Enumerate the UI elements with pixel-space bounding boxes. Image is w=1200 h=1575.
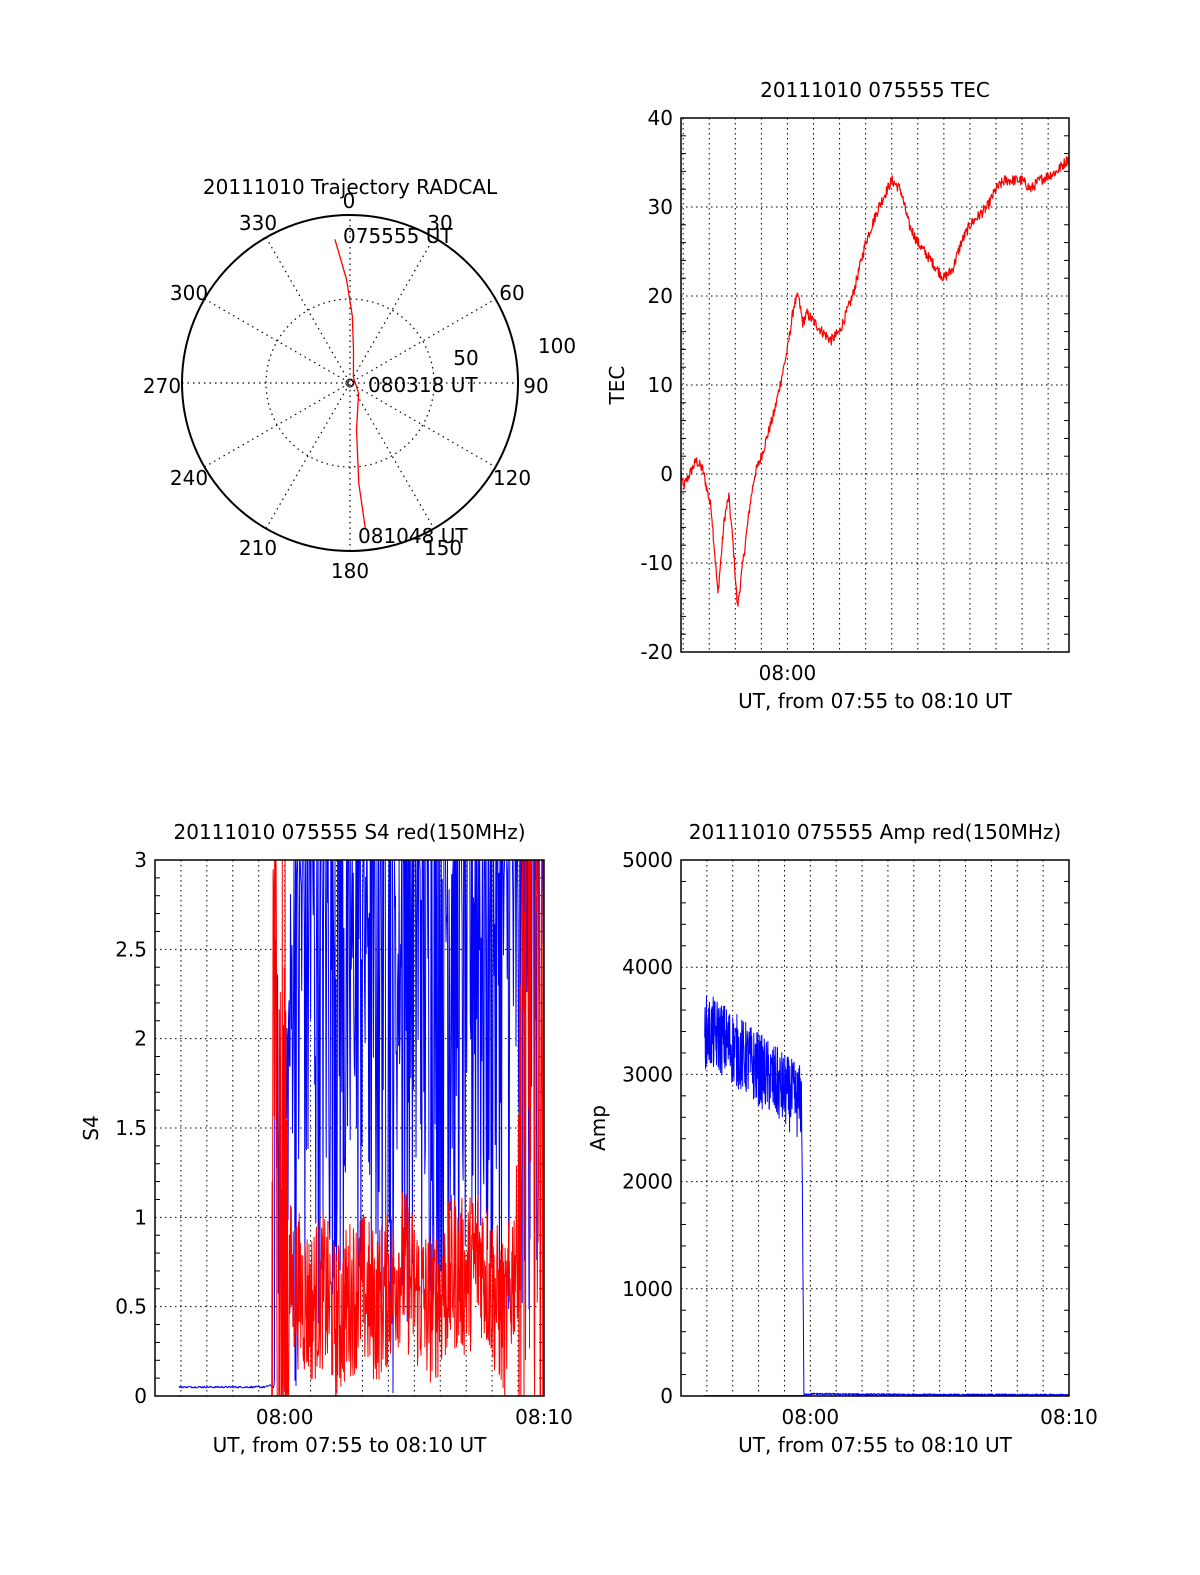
angle-label: 150: [424, 536, 462, 560]
x-tick-label: 08:10: [1040, 1405, 1098, 1429]
spoke-line: [265, 237, 435, 529]
y-tick-label: 0: [134, 1384, 147, 1408]
time-annotation: 080318 UT: [368, 373, 478, 397]
x-axis-label: UT, from 07:55 to 08:10 UT: [213, 1433, 488, 1457]
y-tick-label: 1: [134, 1205, 147, 1229]
y-tick-label: -20: [640, 640, 673, 664]
time-annotation: 081048 UT: [358, 524, 468, 548]
series-blue-line: [704, 995, 1070, 1397]
plot-frame: [680, 117, 1070, 653]
x-axis-label: UT, from 07:55 to 08:10 UT: [738, 689, 1013, 713]
x-tick-label: 08:00: [256, 1405, 314, 1429]
y-tick-label: 3000: [622, 1062, 673, 1086]
radius-label: 50: [453, 346, 478, 370]
y-tick-label: 0: [660, 1384, 673, 1408]
angle-label: 300: [170, 281, 208, 305]
angle-label: 180: [331, 559, 369, 583]
y-tick-label: 2: [134, 1027, 147, 1051]
angle-label: 330: [239, 211, 277, 235]
y-tick-label: 3: [134, 848, 147, 872]
angle-label: 120: [493, 466, 531, 490]
y-tick-label: -10: [640, 551, 673, 575]
x-tick-label: 08:00: [782, 1405, 840, 1429]
s4-panel: 20111010 075555 S4 red(150MHz) 0 0.5 1 1.5 2 2…: [79, 820, 573, 1457]
series-red-line: [271, 859, 545, 1397]
x-tick-label: 08:00: [759, 661, 817, 685]
y-axis-label: S4: [79, 1115, 103, 1140]
amp-panel: 20111010 075555 Amp red(150MHz) 0 1000 2000…: [586, 820, 1098, 1457]
angle-label: 0: [343, 189, 356, 213]
series-red-line: [680, 156, 1070, 607]
time-annotation: 075555 UT: [343, 224, 453, 248]
inner-circle: [265, 298, 435, 468]
angle-label: 210: [239, 536, 277, 560]
spoke-line: [204, 298, 496, 468]
y-axis-label: TEC: [605, 366, 629, 406]
angle-label: 90: [523, 374, 548, 398]
x-tick-label: 08:10: [515, 1405, 573, 1429]
y-tick-label: 0: [660, 462, 673, 486]
y-tick-label: 1.5: [115, 1116, 147, 1140]
angle-label: 240: [170, 466, 208, 490]
angle-label: 270: [143, 374, 181, 398]
y-tick-label: 30: [648, 195, 673, 219]
spoke-line: [204, 298, 496, 468]
trajectory-line: [334, 239, 366, 529]
y-tick-label: 10: [648, 373, 673, 397]
tec-panel: 20111010 075555 TEC -20 -10 0 10 20 30 40 08:00 U…: [605, 78, 1070, 713]
x-axis-label: UT, from 07:55 to 08:10 UT: [738, 1433, 1013, 1457]
plot-frame: [154, 859, 545, 1397]
plot-frame: [680, 859, 1070, 1397]
y-tick-label: 2.5: [115, 937, 147, 961]
y-tick-label: 5000: [622, 848, 673, 872]
angle-label: 30: [427, 211, 452, 235]
angle-label: 60: [499, 281, 524, 305]
spoke-line: [265, 237, 435, 529]
y-tick-label: 4000: [622, 955, 673, 979]
chart-title: 20111010 075555 Amp red(150MHz): [689, 820, 1061, 844]
y-axis-label: Amp: [586, 1105, 610, 1151]
y-tick-label: 0.5: [115, 1295, 147, 1319]
y-tick-label: 1000: [622, 1277, 673, 1301]
y-tick-label: 20: [648, 284, 673, 308]
series-blue-line: [178, 859, 544, 1394]
chart-title: 20111010 075555 TEC: [760, 78, 990, 102]
chart-title: 20111010 075555 S4 red(150MHz): [174, 820, 526, 844]
radius-label: 100: [538, 334, 576, 358]
y-tick-label: 40: [648, 106, 673, 130]
y-tick-label: 2000: [622, 1170, 673, 1194]
chart-title: 20111010 Trajectory RADCAL: [203, 175, 498, 199]
